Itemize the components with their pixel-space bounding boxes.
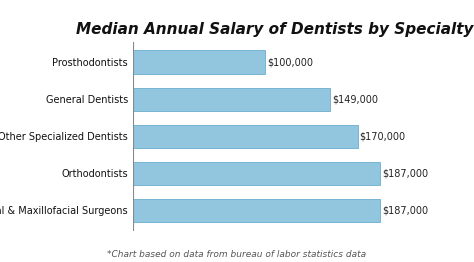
Bar	[133, 199, 380, 222]
Text: $100,000: $100,000	[267, 57, 313, 67]
Text: $149,000: $149,000	[332, 94, 378, 104]
Bar	[133, 125, 357, 148]
Text: $187,000: $187,000	[382, 205, 428, 215]
Title: Median Annual Salary of Dentists by Specialty: Median Annual Salary of Dentists by Spec…	[76, 21, 474, 37]
Bar	[133, 51, 265, 74]
Text: $170,000: $170,000	[360, 131, 406, 141]
Text: $187,000: $187,000	[382, 168, 428, 178]
Text: *Chart based on data from bureau of labor statistics data: *Chart based on data from bureau of labo…	[108, 250, 366, 259]
Bar	[133, 162, 380, 185]
Bar	[133, 88, 330, 111]
